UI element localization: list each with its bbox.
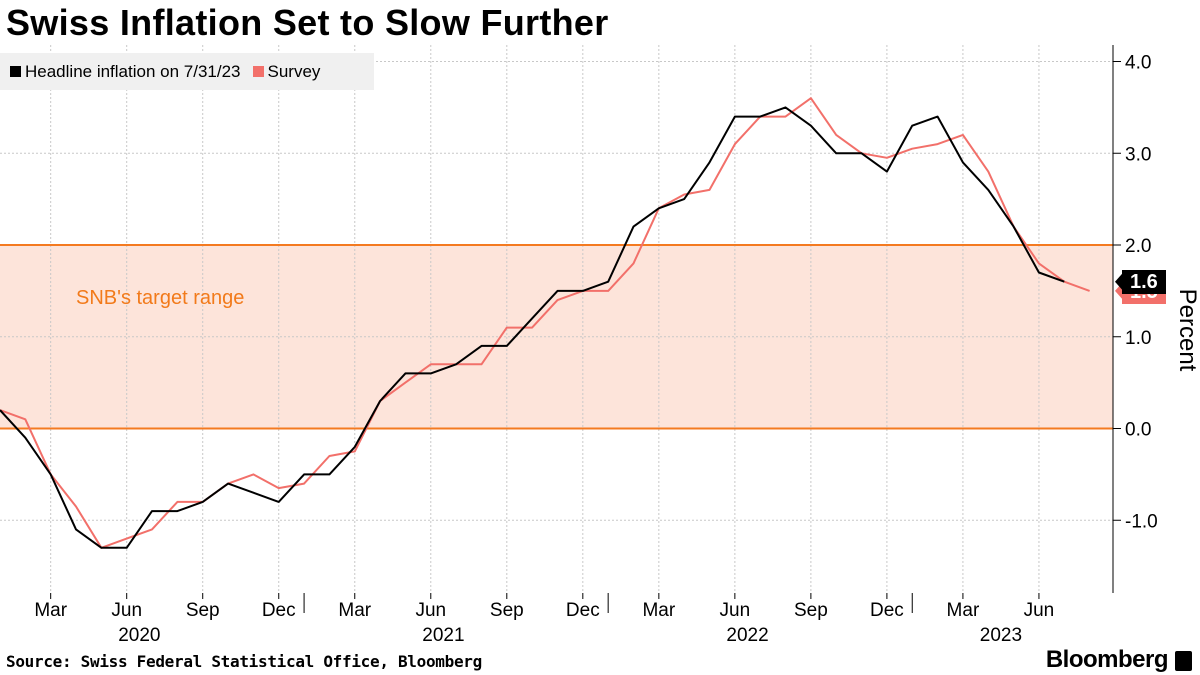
x-tick-label: Jun xyxy=(720,600,751,621)
year-label: 2020 xyxy=(118,625,160,646)
y-tick-label: 2.0 xyxy=(1125,236,1151,257)
x-tick-label: Mar xyxy=(947,600,980,621)
x-tick-label: Sep xyxy=(794,600,828,621)
target-range-label: SNB's target range xyxy=(76,287,244,309)
x-tick-label: Sep xyxy=(490,600,524,621)
x-tick-label: Sep xyxy=(186,600,220,621)
x-tick-label: Dec xyxy=(870,600,904,621)
x-tick-label: Mar xyxy=(338,600,371,621)
y-tick-label: 0.0 xyxy=(1125,420,1151,441)
legend-item-headline: Headline inflation on 7/31/23 xyxy=(10,62,241,82)
headline-last-value-badge: 1.6 xyxy=(1122,270,1166,294)
y-tick-label: 4.0 xyxy=(1125,53,1151,74)
y-axis-title: Percent xyxy=(1172,280,1200,380)
legend-swatch-survey xyxy=(252,66,264,77)
y-tick-label: -1.0 xyxy=(1125,511,1158,532)
source-note: Source: Swiss Federal Statistical Office… xyxy=(6,652,482,671)
x-tick-label: Mar xyxy=(34,600,67,621)
legend-swatch-headline xyxy=(10,66,21,77)
x-tick-label: Mar xyxy=(642,600,675,621)
x-tick-label: Jun xyxy=(111,600,142,621)
bloomberg-terminal-icon xyxy=(1175,651,1192,671)
legend-item-survey: Survey xyxy=(252,61,321,82)
y-tick-label: 1.0 xyxy=(1125,328,1151,349)
y-tick-label: 3.0 xyxy=(1125,144,1151,165)
year-label: 2022 xyxy=(726,625,768,646)
legend: Headline inflation on 7/31/23 Survey xyxy=(0,53,374,90)
headline-series-line xyxy=(0,106,1065,549)
headline-badge-pointer xyxy=(1115,272,1123,291)
year-label: 2021 xyxy=(422,625,464,646)
year-label: 2023 xyxy=(980,625,1022,646)
bloomberg-logo: Bloomberg xyxy=(1045,646,1169,673)
x-tick-label: Jun xyxy=(415,600,446,621)
survey-series-line xyxy=(0,97,1090,549)
x-tick-label: Dec xyxy=(566,600,600,621)
legend-label-headline: Headline inflation on 7/31/23 xyxy=(25,61,241,81)
chart-title: Swiss Inflation Set to Slow Further xyxy=(6,2,609,43)
y-axis-title-text: Percent xyxy=(1174,288,1200,372)
legend-label-survey: Survey xyxy=(267,61,321,81)
x-tick-label: Jun xyxy=(1024,600,1055,621)
x-tick-label: Dec xyxy=(262,600,296,621)
